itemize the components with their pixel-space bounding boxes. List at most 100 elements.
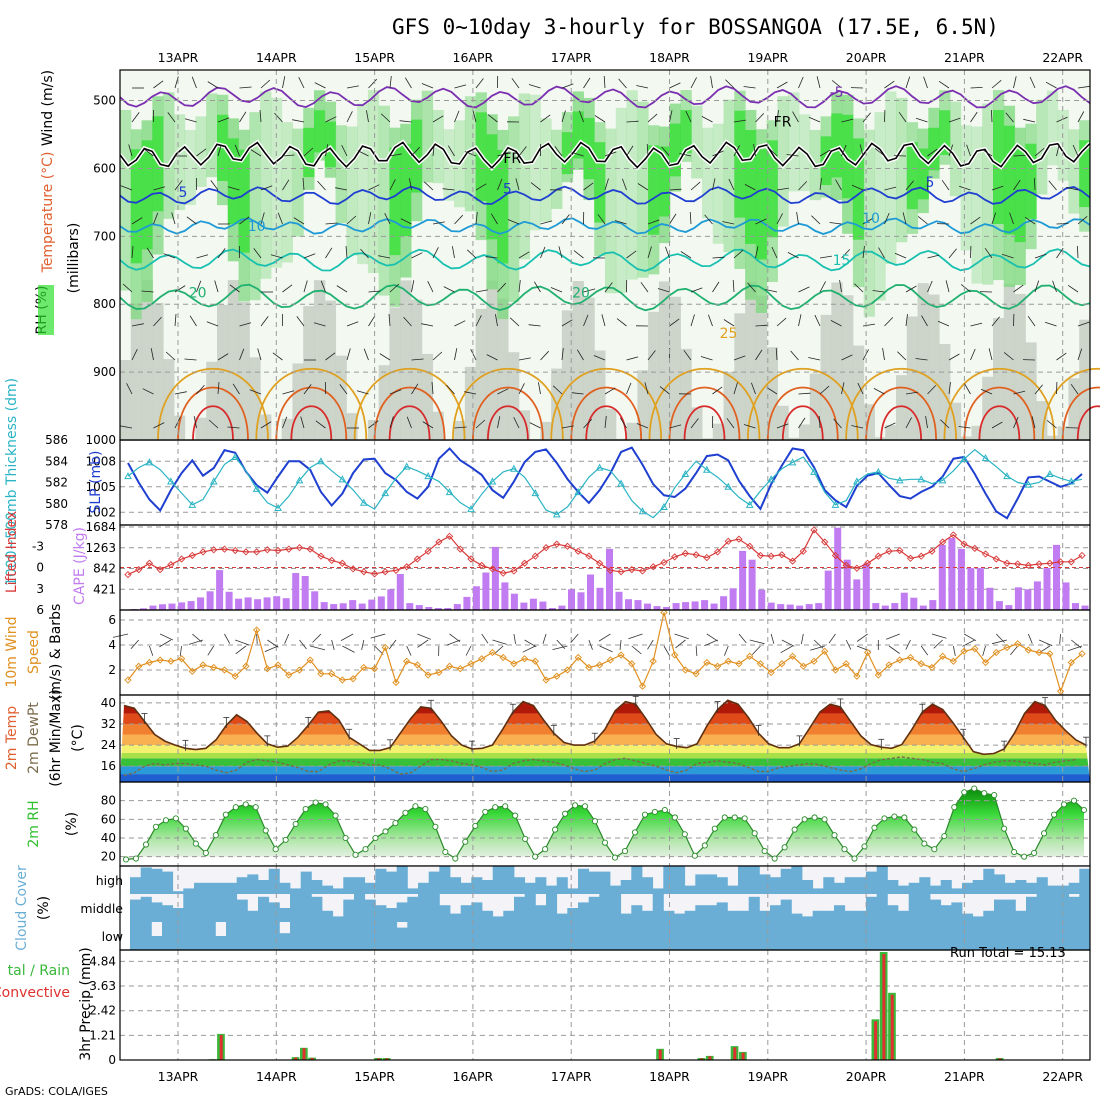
wind-speed-marker [231, 672, 239, 680]
cape-bar [548, 608, 556, 610]
wind-speed-marker [788, 652, 797, 660]
wind-barb [561, 83, 574, 89]
cape-bar [444, 608, 452, 610]
rh-marker [512, 812, 519, 819]
cloud-cell [610, 885, 622, 894]
lifted-index-marker [1078, 551, 1086, 560]
wind-barb [872, 290, 885, 293]
cloud-cell [130, 922, 142, 950]
wind-speed-marker [821, 647, 829, 655]
wind-barb [902, 212, 907, 225]
cape-bar [415, 605, 423, 610]
cape-bar [197, 597, 205, 610]
cloud-cell [524, 922, 536, 950]
lifted-index-marker [981, 550, 990, 558]
cloud-cell [556, 913, 568, 922]
wind-barb [712, 178, 716, 191]
wind-barb [991, 185, 1004, 191]
wind-barb [293, 217, 305, 225]
wind-barb [303, 147, 314, 157]
wind-barb [775, 347, 778, 361]
rh-shade-low [939, 343, 951, 441]
wind-barb [189, 315, 197, 327]
rh-shade-low [260, 414, 272, 441]
rh-shade-mid [1057, 110, 1069, 181]
cape-bar [168, 603, 176, 610]
warm-contour-loop [452, 367, 564, 441]
lifted-index-marker [992, 555, 1000, 563]
cloud-cell [1015, 880, 1027, 894]
wind-barb-10m [224, 633, 231, 644]
cloud-cell [460, 905, 472, 922]
cape-bar [587, 574, 594, 610]
cape-tick-label: 842 [93, 562, 116, 576]
wind-barb-10m [962, 639, 975, 647]
wind-barb [733, 382, 738, 395]
wind-barb [1023, 118, 1036, 123]
thickness-marker [895, 476, 904, 484]
wind-barb [747, 282, 756, 293]
rh-shade-high [389, 147, 401, 256]
cloud-cell [983, 922, 995, 950]
wind-barb-10m [810, 645, 825, 651]
lifted-index-marker [596, 559, 604, 567]
wind-barb [991, 79, 1002, 89]
wind-barb [229, 284, 240, 293]
wind-speed-marker [1003, 643, 1011, 652]
wind-barb-10m [631, 645, 642, 655]
wind-barb [948, 248, 957, 259]
cloud-cell [428, 922, 440, 950]
wind-speed-marker [671, 651, 679, 659]
contour-label: 10 [248, 219, 266, 235]
date-label-top: 15APR [354, 50, 395, 65]
rh-shade-mid [281, 122, 293, 263]
cloud-cell [951, 888, 963, 894]
wind-barb [884, 317, 894, 327]
cloud-cell [887, 905, 899, 922]
wind-barb [400, 218, 412, 225]
rh-shade-low [1046, 435, 1059, 441]
rh2m-axis-units: (%) [64, 812, 80, 836]
wind-barb [733, 355, 746, 361]
cape-bar [653, 606, 661, 610]
rh-shade-mid [605, 128, 617, 294]
wind-barb [561, 214, 570, 225]
rh-shade-mid [1046, 90, 1059, 166]
rh-marker [1011, 848, 1018, 856]
wind-barb [897, 351, 907, 361]
cape-bar [301, 576, 309, 610]
cloud-cell [652, 888, 664, 894]
wind-barb [421, 83, 434, 89]
wind-barb [389, 76, 392, 89]
rh-marker [851, 855, 858, 862]
cloud-cell [599, 922, 611, 950]
wind-barb [776, 213, 783, 225]
panel-frame [119, 609, 1091, 696]
wind-barb [495, 314, 498, 327]
cloud-cell [791, 866, 803, 894]
wind-barb [571, 152, 584, 157]
lifted-index-marker [649, 563, 657, 571]
rh-shade-high [572, 111, 584, 159]
cloud-cell [972, 880, 984, 894]
wind-speed-line [127, 612, 1083, 694]
rh-shade-low [906, 316, 919, 441]
wind-barb [723, 319, 735, 327]
rh-marker [591, 818, 599, 825]
wind-speed-marker [403, 657, 411, 665]
warm-contour-loop [255, 367, 368, 441]
wind-barb [217, 381, 220, 395]
wind-barb [786, 154, 799, 157]
thickness-marker [252, 484, 261, 492]
wind-barb [153, 80, 164, 89]
wind-barb [554, 146, 563, 157]
wind-barb-10m [130, 639, 140, 649]
cloud-cell [268, 902, 280, 922]
rh-shade-high [497, 149, 509, 264]
cape-bar [720, 596, 728, 610]
wind-barb [196, 148, 207, 157]
rh-shade-low [1003, 283, 1016, 441]
wind-barb [171, 212, 176, 225]
wind-barb [486, 354, 498, 361]
wind-barb [744, 184, 756, 191]
